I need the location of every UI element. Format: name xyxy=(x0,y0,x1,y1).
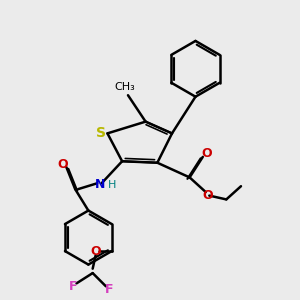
Text: N: N xyxy=(95,178,105,191)
Text: F: F xyxy=(69,280,77,293)
Text: S: S xyxy=(96,126,106,140)
Text: F: F xyxy=(105,283,114,296)
Text: CH₃: CH₃ xyxy=(115,82,135,92)
Text: O: O xyxy=(202,189,212,202)
Text: O: O xyxy=(58,158,68,171)
Text: O: O xyxy=(90,244,101,258)
Text: H: H xyxy=(108,180,116,190)
Text: O: O xyxy=(201,147,212,161)
